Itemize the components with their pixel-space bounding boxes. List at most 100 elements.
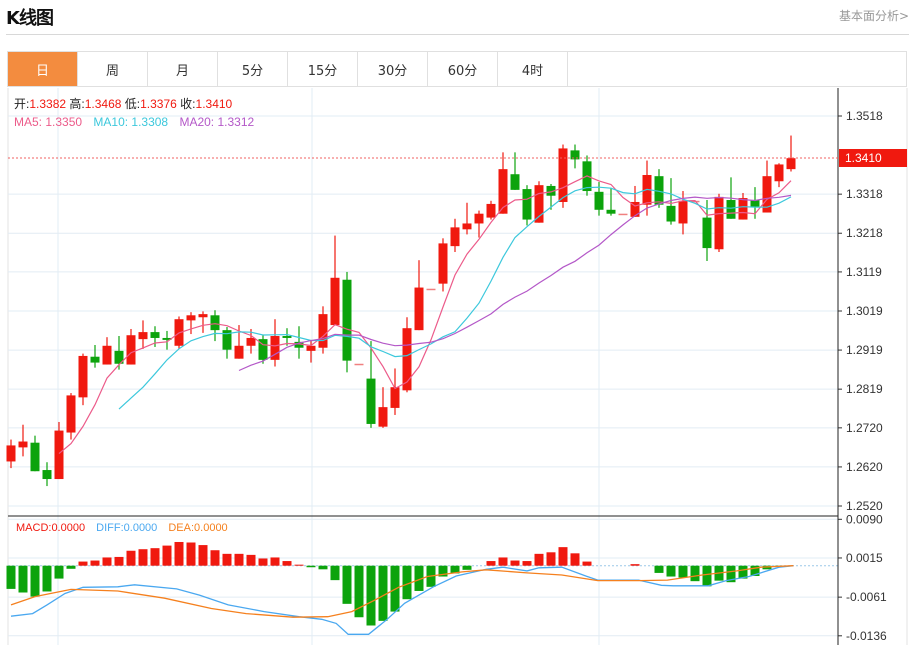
macd-bar: [66, 565, 76, 569]
candle-body: [450, 227, 460, 247]
macd-bar: [102, 557, 112, 566]
candle-body: [354, 363, 364, 366]
tab-month[interactable]: 月: [148, 52, 218, 86]
price-tick-label: 1.3019: [846, 304, 883, 318]
candle-body: [390, 387, 400, 408]
tab-week[interactable]: 周: [78, 52, 148, 86]
ma20-value: MA20: 1.3312: [179, 115, 254, 129]
candle-body: [198, 314, 208, 318]
macd-bar: [510, 560, 520, 566]
candle-body: [690, 200, 700, 203]
macd-bar: [222, 553, 232, 566]
tab-4h[interactable]: 4时: [498, 52, 568, 86]
macd-bar: [114, 556, 124, 566]
macd-bar: [414, 565, 424, 591]
ma-info: MA5: 1.3350 MA10: 1.3308 MA20: 1.3312: [14, 115, 254, 129]
close-value: 1.3410: [196, 97, 233, 111]
macd-bar: [570, 553, 580, 566]
macd-bar: [54, 565, 64, 579]
candle-body: [126, 335, 136, 365]
candle-body: [762, 176, 772, 213]
candle-body: [234, 345, 244, 359]
macd-bar: [342, 565, 352, 604]
high-value: 1.3468: [85, 97, 122, 111]
page-title: K线图: [6, 8, 54, 29]
candle-body: [342, 279, 352, 361]
candle-body: [162, 337, 172, 340]
macd-bar: [498, 557, 508, 566]
tab-30min[interactable]: 30分: [358, 52, 428, 86]
close-label: 收:: [180, 97, 195, 111]
ma10-value: MA10: 1.3308: [93, 115, 168, 129]
candle-body: [366, 378, 376, 424]
macd-tick-label: -0.0061: [846, 590, 887, 604]
macd-bar: [366, 565, 376, 626]
ma-lines: [58, 175, 792, 455]
last-price-label: 1.3410: [845, 151, 882, 165]
macd-bar: [270, 557, 280, 566]
macd-bar: [138, 549, 148, 566]
candle-body: [150, 332, 160, 338]
fundamental-analysis-link[interactable]: 基本面分析>: [838, 9, 909, 23]
macd-bar: [522, 561, 532, 566]
candle-body: [666, 205, 676, 222]
macd-bar: [558, 547, 568, 566]
macd-bar: [198, 545, 208, 566]
macd-bar: [150, 548, 160, 566]
diff-value: DIFF:0.0000: [96, 522, 157, 534]
candle-body: [486, 203, 496, 218]
macd-bar: [546, 552, 556, 566]
open-value: 1.3382: [29, 97, 66, 111]
macd-bar: [126, 550, 136, 566]
candle-body: [774, 164, 784, 182]
macd-bar: [582, 561, 592, 566]
candle-body: [246, 337, 256, 346]
price-tick-label: 1.2720: [846, 421, 883, 435]
macd-bar: [438, 565, 448, 577]
candle-body: [630, 201, 640, 217]
tab-5min[interactable]: 5分: [218, 52, 288, 86]
candle-body: [462, 223, 472, 230]
macd-bar: [6, 565, 16, 589]
macd-bar: [78, 561, 88, 566]
candle-body: [102, 345, 112, 365]
period-tabs: 日 周 月 5分 15分 30分 60分 4时: [7, 51, 907, 87]
price-tick-label: 1.2520: [846, 499, 883, 513]
dea-line: [10, 565, 794, 618]
macd-bar: [354, 565, 364, 618]
price-tick-label: 1.3119: [846, 265, 882, 279]
price-tick-label: 1.3318: [846, 187, 883, 201]
macd-bar: [258, 558, 268, 566]
divider: [6, 34, 909, 35]
macd-bar: [630, 564, 640, 566]
macd-bar: [294, 564, 304, 566]
tab-60min[interactable]: 60分: [428, 52, 498, 86]
candle-body: [618, 213, 628, 216]
candle-body: [6, 445, 16, 462]
ohlc-info: 开:1.3382 高:1.3468 低:1.3376 收:1.3410: [14, 96, 233, 111]
macd-bar: [186, 542, 196, 566]
candle-body: [282, 336, 292, 338]
macd-bar: [738, 565, 748, 579]
dea-value: DEA:0.0000: [168, 522, 227, 534]
tab-day[interactable]: 日: [8, 52, 78, 86]
candle-body: [210, 315, 220, 331]
macd-bar: [486, 561, 496, 566]
price-axis: 1.3518 1.3318 1.3218 1.3119 1.3019 1.2919 1.28…: [8, 88, 887, 645]
candle-body: [534, 185, 544, 223]
macd-bar: [678, 565, 688, 578]
price-tick-label: 1.2620: [846, 460, 883, 474]
candle-body: [474, 213, 484, 224]
price-tick-label: 1.2819: [846, 382, 883, 396]
macd-bar: [174, 541, 184, 566]
candle-body: [306, 345, 316, 351]
candle-body: [606, 209, 616, 214]
macd-bar: [450, 565, 460, 574]
tab-15min[interactable]: 15分: [288, 52, 358, 86]
low-value: 1.3376: [140, 97, 177, 111]
candle-body: [90, 356, 100, 363]
macd-tick-label: 0.0090: [846, 512, 883, 526]
candle-body: [786, 158, 796, 170]
